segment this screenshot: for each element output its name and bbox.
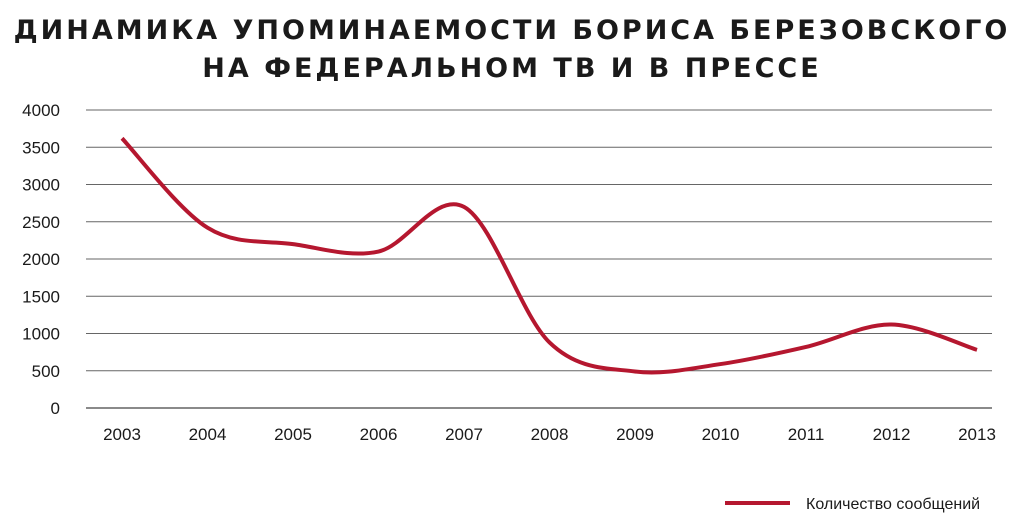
legend: Количество сообщений xyxy=(725,496,980,513)
x-tick-label: 2008 xyxy=(531,425,569,444)
x-tick-label: 2007 xyxy=(445,425,483,444)
x-tick-label: 2009 xyxy=(616,425,654,444)
x-tick-label: 2010 xyxy=(702,425,740,444)
x-tick-label: 2004 xyxy=(189,425,227,444)
chart-title-line-2: НА ФЕДЕРАЛЬНОМ ТВ И В ПРЕССЕ xyxy=(202,53,822,84)
y-tick-label: 0 xyxy=(51,399,60,418)
legend-label: Количество сообщений xyxy=(806,496,980,513)
x-tick-label: 2011 xyxy=(788,425,825,444)
chart-title-line-1: ДИНАМИКА УПОМИНАЕМОСТИ БОРИСА БЕРЕЗОВСКО… xyxy=(13,15,1011,46)
y-tick-label: 2500 xyxy=(22,213,60,232)
y-tick-label: 3500 xyxy=(22,138,60,157)
x-tick-label: 2006 xyxy=(360,425,398,444)
y-tick-label: 500 xyxy=(32,362,60,381)
series-layer xyxy=(120,136,978,375)
x-tick-label: 2013 xyxy=(958,425,996,444)
x-tick-label: 2003 xyxy=(103,425,141,444)
grid-lines xyxy=(86,109,992,409)
y-tick-label: 2000 xyxy=(22,250,60,269)
y-tick-label: 1000 xyxy=(22,325,60,344)
y-tick-label: 3000 xyxy=(22,176,60,195)
x-axis: 2003 2004 2005 2006 2007 2008 2009 2010 2011 2012… xyxy=(103,425,996,444)
y-axis: 0 500 1000 1500 2000 2500 3000 3500 4000 xyxy=(22,101,60,418)
series-line xyxy=(120,136,978,375)
x-tick-label: 2005 xyxy=(274,425,312,444)
y-tick-label: 1500 xyxy=(22,287,60,306)
x-tick-label: 2012 xyxy=(873,425,911,444)
y-tick-label: 4000 xyxy=(22,101,60,120)
